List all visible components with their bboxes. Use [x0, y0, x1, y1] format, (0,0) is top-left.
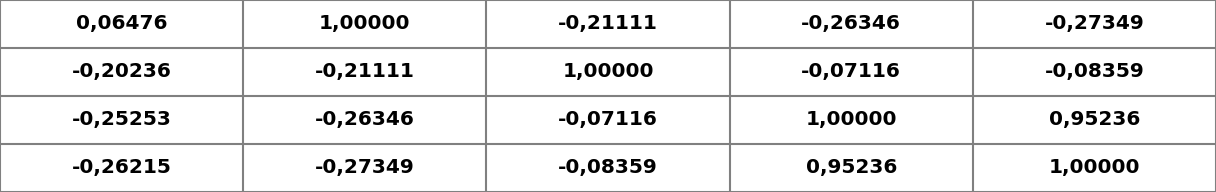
Text: -0,20236: -0,20236 [72, 63, 171, 81]
Text: -0,26215: -0,26215 [72, 159, 171, 177]
Text: 1,00000: 1,00000 [1048, 159, 1141, 177]
Text: -0,25253: -0,25253 [72, 111, 171, 129]
Text: 1,00000: 1,00000 [805, 111, 897, 129]
Text: 0,06476: 0,06476 [75, 15, 168, 33]
Text: 0,95236: 0,95236 [805, 159, 897, 177]
Text: -0,07116: -0,07116 [801, 63, 901, 81]
Text: 1,00000: 1,00000 [562, 63, 654, 81]
Text: -0,21111: -0,21111 [315, 63, 415, 81]
Text: 1,00000: 1,00000 [319, 15, 411, 33]
Text: -0,21111: -0,21111 [558, 15, 658, 33]
Text: -0,27349: -0,27349 [315, 159, 415, 177]
Text: 0,95236: 0,95236 [1048, 111, 1141, 129]
Text: -0,26346: -0,26346 [801, 15, 901, 33]
Text: -0,26346: -0,26346 [315, 111, 415, 129]
Text: -0,08359: -0,08359 [1045, 63, 1144, 81]
Text: -0,27349: -0,27349 [1045, 15, 1144, 33]
Text: -0,07116: -0,07116 [558, 111, 658, 129]
Text: -0,08359: -0,08359 [558, 159, 658, 177]
